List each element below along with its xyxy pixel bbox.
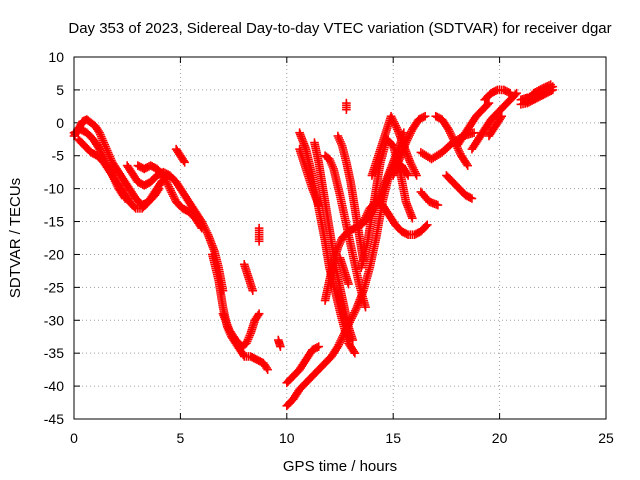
data-point [120, 194, 130, 203]
x-tick-label: 10 [279, 430, 295, 446]
data-point [505, 88, 515, 98]
x-tick-label: 25 [598, 430, 614, 446]
data-point [484, 98, 494, 108]
data-point [497, 111, 507, 121]
data-point [412, 171, 421, 180]
y-tick-label: 5 [56, 82, 64, 98]
data-point [248, 286, 258, 295]
data-point [344, 279, 353, 289]
data-point [421, 221, 431, 231]
data-point [276, 342, 285, 351]
data-point [361, 302, 370, 312]
data-point [342, 105, 351, 114]
y-tick-label: -40 [44, 378, 64, 394]
y-tick-label: -15 [44, 214, 64, 230]
data-point [254, 236, 264, 246]
x-tick-label: 0 [70, 430, 78, 446]
x-tick-labels: 0 5 10 15 20 25 [70, 430, 614, 446]
data-point [548, 85, 558, 95]
y-tick-label: -30 [44, 312, 64, 328]
data-point [422, 220, 432, 230]
data-point [483, 100, 492, 109]
data-point [350, 348, 360, 358]
data-point [467, 194, 477, 203]
data-point [546, 80, 555, 89]
data-point [463, 161, 472, 170]
data-point [403, 171, 413, 180]
data-point [314, 200, 324, 210]
y-tick-label: -10 [44, 181, 64, 197]
data-point [420, 111, 430, 121]
data-point [254, 309, 264, 318]
data-point [197, 223, 206, 233]
chart-title: Day 353 of 2023, Sidereal Day-to-day VTE… [68, 20, 611, 37]
y-tick-label: -20 [44, 246, 64, 262]
data-point [408, 213, 417, 223]
data-points [69, 80, 558, 411]
x-axis-label: GPS time / hours [283, 458, 397, 475]
x-tick-label: 20 [492, 430, 508, 446]
x-tick-label: 5 [177, 430, 185, 446]
y-tick-label: -5 [52, 148, 65, 164]
y-tick-label: -35 [44, 345, 64, 361]
data-point [180, 158, 189, 167]
x-tick-label: 15 [385, 430, 401, 446]
axis-ticks [73, 56, 607, 420]
plot-frame [73, 56, 607, 420]
data-point [469, 128, 479, 137]
y-tick-label: -45 [44, 411, 64, 427]
data-point [263, 365, 272, 374]
data-point [511, 90, 520, 99]
y-tick-label: 0 [56, 115, 64, 131]
y-tick-label: 10 [48, 49, 64, 65]
data-point [130, 202, 139, 212]
data-point [348, 335, 358, 345]
data-point [433, 200, 443, 210]
y-tick-labels: 10 5 0 -5 -10 -15 -20 -25 -30 -35 -40 -45 [44, 49, 64, 427]
y-tick-label: -25 [44, 279, 64, 295]
data-point [314, 342, 324, 351]
y-axis-label: SDTVAR / TECUs [7, 178, 24, 298]
